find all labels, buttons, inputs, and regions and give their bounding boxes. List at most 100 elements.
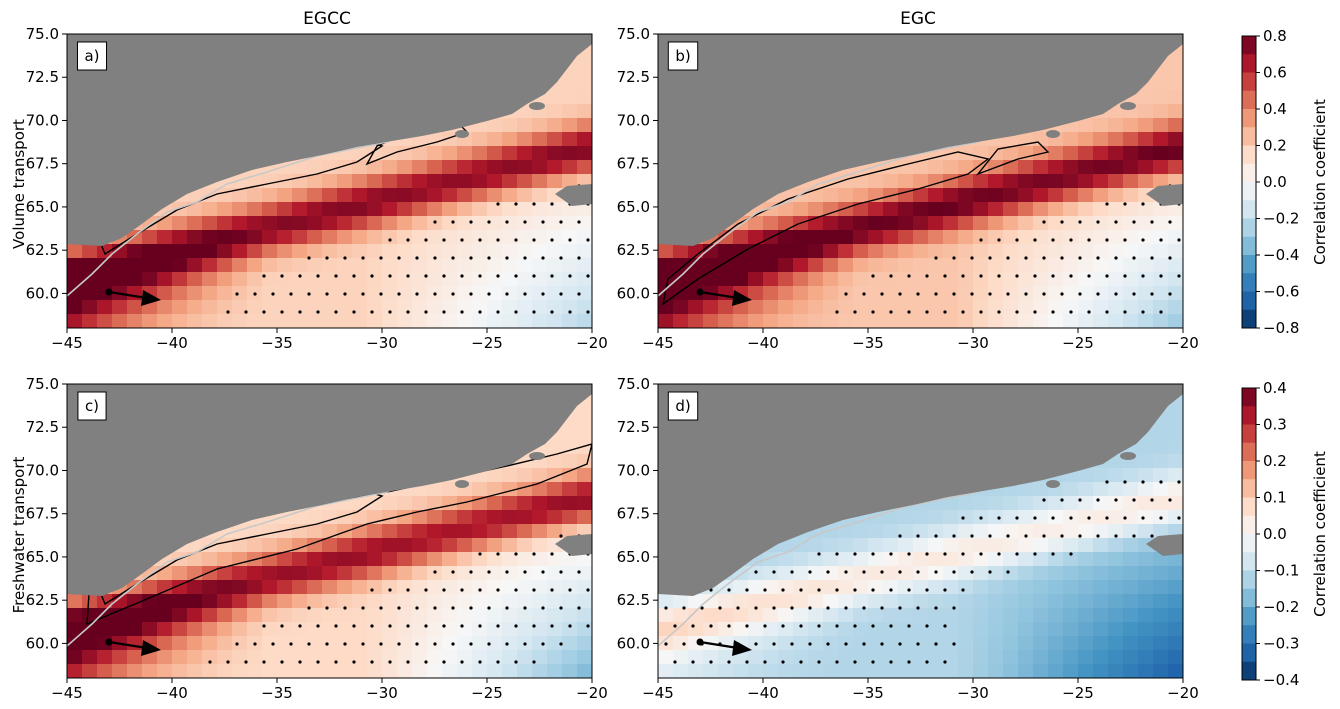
field-cell xyxy=(1078,174,1094,189)
stipple-dot xyxy=(550,552,554,556)
field-cell xyxy=(547,118,563,133)
field-cell xyxy=(913,594,929,609)
field-cell xyxy=(1078,230,1094,245)
colorbar-tick-label: −0.1 xyxy=(1263,562,1299,580)
field-cell xyxy=(1063,650,1079,665)
field-cell xyxy=(127,244,143,259)
stipple-dot xyxy=(244,660,248,664)
field-cell xyxy=(913,202,929,217)
field-cell xyxy=(382,286,398,301)
field-cell xyxy=(82,622,98,637)
field-cell xyxy=(1153,440,1169,455)
field-cell xyxy=(457,286,473,301)
stipple-dot xyxy=(532,274,536,278)
field-cell xyxy=(673,664,689,678)
field-cell xyxy=(898,286,914,301)
field-cell xyxy=(547,552,563,567)
field-cell xyxy=(397,650,413,665)
field-cell xyxy=(1063,566,1079,581)
field-cell xyxy=(1123,244,1139,259)
field-cell xyxy=(307,580,323,595)
stipple-dot xyxy=(505,606,509,610)
field-cell xyxy=(397,188,413,203)
field-cell xyxy=(928,608,944,623)
island-land xyxy=(502,91,522,101)
iceland-land xyxy=(555,184,592,206)
field-cell xyxy=(973,538,989,553)
field-cell xyxy=(883,664,899,678)
field-cell xyxy=(112,314,128,328)
y-tick-label: 72.5 xyxy=(617,418,650,436)
field-cell xyxy=(397,174,413,189)
field-cell xyxy=(1153,664,1169,678)
field-cell xyxy=(1078,622,1094,637)
field-cell xyxy=(187,622,203,637)
panel-label: d) xyxy=(675,397,690,415)
field-cell xyxy=(532,146,548,161)
field-cell xyxy=(277,636,293,651)
field-cell xyxy=(487,468,503,483)
stipple-dot xyxy=(754,606,758,610)
stipple-dot xyxy=(853,552,857,556)
field-cell xyxy=(577,426,592,441)
field-cell xyxy=(382,552,398,567)
field-cell xyxy=(688,608,704,623)
field-cell xyxy=(1018,496,1034,511)
field-cell xyxy=(748,244,764,259)
field-cell xyxy=(472,314,488,328)
field-cell xyxy=(868,216,884,231)
field-cell xyxy=(1048,258,1064,273)
field-cell xyxy=(1048,664,1064,678)
stipple-dot xyxy=(361,642,365,646)
field-cell xyxy=(1168,258,1183,273)
field-cell xyxy=(472,594,488,609)
stipple-dot xyxy=(361,292,365,296)
field-cell xyxy=(973,272,989,287)
field-cell xyxy=(883,202,899,217)
field-cell xyxy=(883,286,899,301)
iceland-land xyxy=(1146,184,1183,206)
field-cell xyxy=(853,664,869,678)
field-cell xyxy=(1063,132,1079,147)
field-cell xyxy=(1018,258,1034,273)
field-cell xyxy=(1138,314,1154,328)
field-cell xyxy=(868,272,884,287)
field-cell xyxy=(1018,174,1034,189)
field-cell xyxy=(703,594,719,609)
field-cell xyxy=(367,258,383,273)
field-cell xyxy=(1123,510,1139,525)
field-cell xyxy=(217,286,233,301)
field-cell xyxy=(1033,482,1049,497)
field-cell xyxy=(217,580,233,595)
field-cell xyxy=(532,468,548,483)
field-cell xyxy=(277,622,293,637)
stipple-dot xyxy=(397,606,401,610)
stipple-dot xyxy=(550,238,554,242)
field-cell xyxy=(217,300,233,315)
stipple-dot xyxy=(664,642,668,646)
field-cell xyxy=(577,62,592,77)
field-cell xyxy=(352,580,368,595)
field-cell xyxy=(547,664,563,678)
field-cell xyxy=(808,300,824,315)
field-cell xyxy=(718,272,734,287)
stipple-dot xyxy=(433,220,437,224)
field-cell xyxy=(337,538,353,553)
field-cell xyxy=(718,286,734,301)
field-cell xyxy=(397,160,413,175)
field-cell xyxy=(247,538,263,553)
stipple-dot xyxy=(988,292,992,296)
stipple-dot xyxy=(709,624,713,628)
field-cell xyxy=(1168,468,1183,483)
field-cell xyxy=(217,566,233,581)
field-cell xyxy=(532,622,548,637)
stipple-dot xyxy=(988,534,992,538)
panel-label-box xyxy=(667,391,699,421)
field-cell xyxy=(1093,272,1109,287)
stipple-dot xyxy=(1024,256,1028,260)
field-cell xyxy=(928,216,944,231)
field-cell xyxy=(973,622,989,637)
stipple-dot xyxy=(406,588,410,592)
field-cell xyxy=(778,594,794,609)
field-cell xyxy=(187,216,203,231)
